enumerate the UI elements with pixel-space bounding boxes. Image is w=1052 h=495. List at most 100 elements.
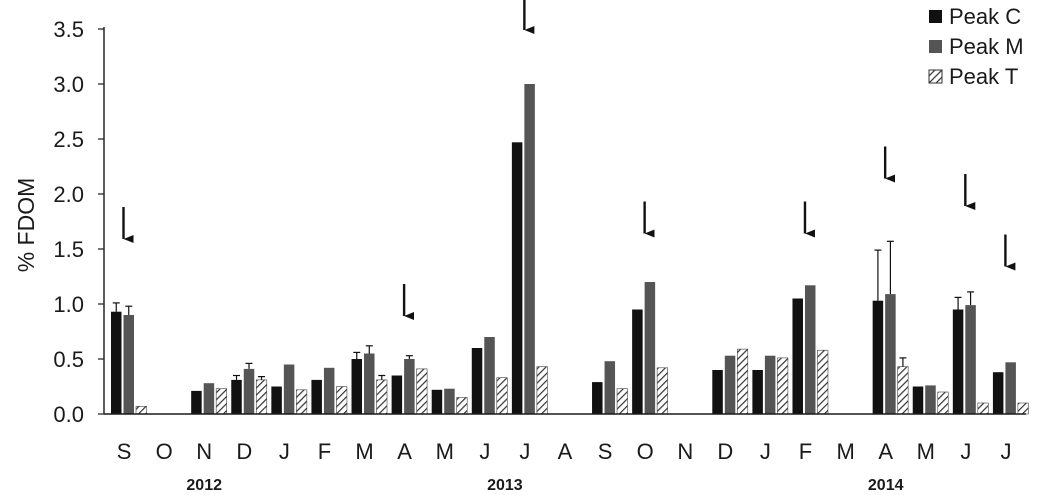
year-label: 2014 xyxy=(868,477,904,494)
bar-peak-c xyxy=(271,386,282,414)
bar-peak-c xyxy=(231,379,242,414)
error-bars xyxy=(112,240,975,380)
bar-peak-m xyxy=(203,383,215,414)
year-label: 2012 xyxy=(186,477,222,494)
bar-peak-t xyxy=(215,388,227,415)
bar-peak-t xyxy=(1017,402,1029,415)
arrows xyxy=(122,0,1016,320)
bar-peak-t xyxy=(817,349,829,415)
bar-peak-c xyxy=(752,370,763,414)
x-tick-label: A xyxy=(397,439,412,464)
x-tick-label: N xyxy=(196,439,212,464)
bar-peak-t xyxy=(616,388,628,415)
bar-peak-m xyxy=(484,337,495,414)
legend-swatch-peak-m xyxy=(929,40,942,53)
y-tick-label: 0.5 xyxy=(53,347,84,372)
x-tick-label: O xyxy=(156,439,173,464)
bar-peak-m xyxy=(885,294,896,414)
axes xyxy=(98,27,1026,415)
x-tick-label: A xyxy=(558,439,573,464)
x-tick-label: D xyxy=(717,439,733,464)
bar-peak-t xyxy=(897,366,909,415)
bar-peak-t xyxy=(977,402,989,415)
bar-peak-t xyxy=(336,386,348,415)
y-tick-labels: 0.0 0.5 1.0 1.5 2.0 2.5 3.0 3.5 xyxy=(53,17,84,427)
bar-peak-m xyxy=(364,353,375,414)
bar-peak-c xyxy=(872,300,884,414)
bar-peak-t xyxy=(737,348,749,415)
x-tick-label: F xyxy=(799,439,812,464)
bar-peak-c xyxy=(191,390,202,414)
x-tick-label: M xyxy=(436,439,454,464)
x-tick-label: J xyxy=(960,439,971,464)
x-tick-label: J xyxy=(279,439,290,464)
bar-peak-c xyxy=(391,375,403,414)
bar-peak-t xyxy=(777,357,789,415)
y-tick-label: 2.0 xyxy=(53,182,84,207)
y-tick-label: 2.5 xyxy=(53,127,84,152)
bar-peak-m xyxy=(123,315,134,414)
y-tick-label: 1.0 xyxy=(53,292,84,317)
legend-swatch-peak-t xyxy=(928,69,943,84)
bar-peak-c xyxy=(592,382,603,414)
legend-swatch-peak-c xyxy=(929,10,942,23)
bar-peak-c xyxy=(992,372,1004,414)
x-tick-label: F xyxy=(318,439,331,464)
bar-peak-m xyxy=(1005,362,1016,414)
x-tick-label: S xyxy=(117,439,132,464)
x-tick-label: A xyxy=(878,439,893,464)
x-tick-label: M xyxy=(917,439,935,464)
y-tick-label: 3.5 xyxy=(53,17,84,42)
bar-peak-c xyxy=(712,370,723,414)
legend-label-peak-c: Peak C xyxy=(949,4,1021,29)
year-labels: 2012 2013 2014 xyxy=(186,477,903,494)
bar-peak-c xyxy=(431,389,443,414)
bar-peak-m xyxy=(283,364,295,414)
x-tick-label: O xyxy=(637,439,654,464)
legend-label-peak-m: Peak M xyxy=(949,34,1024,59)
bar-peak-c xyxy=(792,298,803,414)
bar-peak-m xyxy=(925,385,936,414)
bar-peak-c xyxy=(111,311,122,414)
bar-peak-m xyxy=(804,285,816,414)
bar-peak-t xyxy=(496,377,508,415)
legend-label-peak-t: Peak T xyxy=(949,64,1018,89)
x-tick-label: J xyxy=(1000,439,1011,464)
bar-peak-t xyxy=(937,391,949,415)
y-tick-label: 3.0 xyxy=(53,72,84,97)
x-tick-label: M xyxy=(355,439,373,464)
legend: Peak C Peak M Peak T xyxy=(928,4,1024,89)
bar-peak-c xyxy=(351,359,363,414)
bar-peak-c xyxy=(311,379,322,414)
bar-peak-m xyxy=(323,367,335,414)
x-tick-label: J xyxy=(760,439,771,464)
bar-peak-t xyxy=(255,379,268,415)
bar-peak-m xyxy=(604,361,616,414)
bar-peak-m xyxy=(724,355,736,414)
bar-peak-t xyxy=(456,397,468,415)
bar-peak-m xyxy=(404,359,415,414)
x-tick-label: S xyxy=(598,439,613,464)
y-axis-label: % FDOM xyxy=(13,178,39,273)
bar-peak-m xyxy=(524,84,535,414)
year-label: 2013 xyxy=(487,477,523,494)
x-tick-label: J xyxy=(519,439,530,464)
bar-peak-t xyxy=(416,368,428,415)
bar-peak-m xyxy=(764,355,776,414)
bar-peak-m xyxy=(965,305,976,414)
bar-peak-c xyxy=(952,309,964,414)
bar-peak-t xyxy=(296,389,308,415)
bar-peak-m xyxy=(243,368,255,414)
x-tick-label: N xyxy=(677,439,693,464)
bar-peak-m xyxy=(444,388,455,414)
x-tick-label: D xyxy=(236,439,252,464)
x-tick-label: J xyxy=(479,439,490,464)
bar-peak-t xyxy=(376,379,388,415)
bar-peak-c xyxy=(632,309,643,414)
bar-peak-t xyxy=(656,367,668,415)
y-tick-label: 0.0 xyxy=(53,402,84,427)
bar-peak-m xyxy=(644,282,656,414)
bars xyxy=(111,84,1029,415)
